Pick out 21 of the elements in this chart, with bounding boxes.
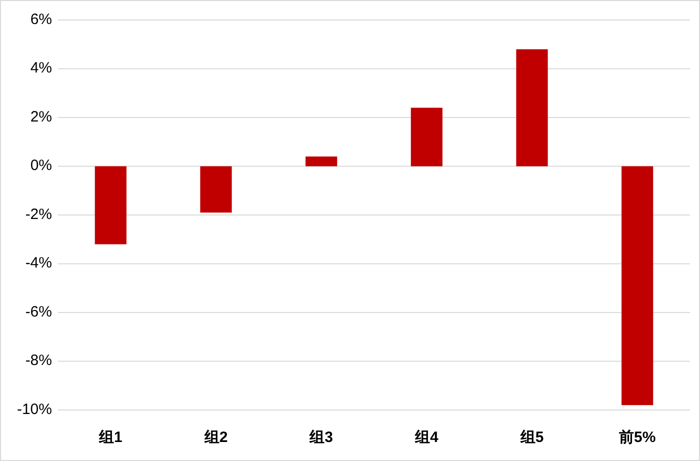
y-tick-label: -8% <box>25 352 52 370</box>
x-tick-label: 组1 <box>98 428 122 446</box>
bar <box>516 49 548 166</box>
bar <box>200 166 232 213</box>
y-tick-label: 0% <box>30 157 52 174</box>
y-tick-label: -6% <box>25 303 52 320</box>
y-tick-label: -10% <box>16 400 52 418</box>
y-tick-label: 4% <box>30 60 52 77</box>
bar <box>94 166 126 244</box>
x-tick-label: 前5% <box>618 428 656 446</box>
y-tick-label: -4% <box>25 254 52 272</box>
x-tick-label: 组4 <box>414 428 439 446</box>
x-tick-label: 组2 <box>203 428 228 446</box>
x-tick-label: 组5 <box>519 428 544 446</box>
bar <box>306 156 338 166</box>
bar <box>622 166 654 406</box>
bar <box>410 108 442 166</box>
y-tick-label: 6% <box>30 10 52 28</box>
y-tick-label: 2% <box>30 108 52 126</box>
y-tick-label: -2% <box>25 206 52 223</box>
x-tick-label: 组3 <box>308 428 334 446</box>
